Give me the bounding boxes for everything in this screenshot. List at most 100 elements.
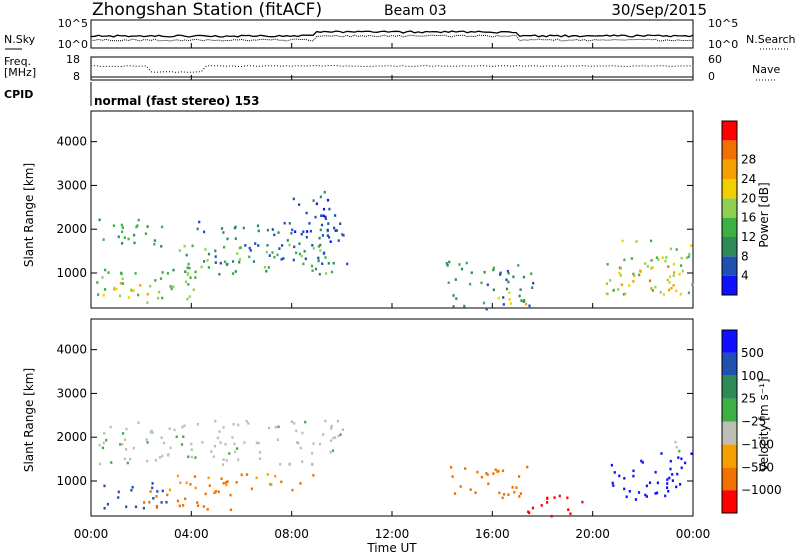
power-cell [104,288,107,291]
power-cell [302,230,305,233]
power-cell [189,276,192,279]
power-colorbar-tick-label: 4 [741,269,749,283]
velocity-cell [644,493,647,497]
power-cell [134,272,137,275]
velocity-cell [131,485,134,489]
power-cell [665,256,668,259]
power-cell [452,294,455,297]
velocity-cell [103,484,106,488]
power-cell [113,286,116,290]
velocity-cell [218,430,221,433]
power-cell [609,279,612,282]
velocity-cell [149,490,152,493]
velocity-cell [450,466,453,469]
power-cell [186,297,189,301]
power-cell [266,228,269,232]
power-cell [223,260,227,264]
velocity-colorbar-tick-label: 100 [741,369,764,383]
power-cell [646,265,649,268]
power-cell [517,264,520,267]
velocity-cell [618,474,621,478]
velocity-cell [233,442,236,446]
velocity-cell [117,490,120,494]
velocity-colorbar-label: Velocity [m s⁻¹] [757,378,771,471]
nsky-line [90,30,694,38]
power-cell [318,272,321,276]
velocity-cell [645,484,648,488]
power-ylabel: Slant Range [km] [22,163,36,267]
velocity-cell [613,471,616,474]
power-cell [244,244,247,247]
power-cell [146,292,149,296]
power-cell [667,265,670,268]
power-cell [332,261,335,265]
velocity-cell [137,421,140,424]
velocity-cell [176,474,180,478]
power-cell [675,289,678,293]
velocity-cell [193,475,196,478]
power-cell [239,246,242,249]
power-cell [133,233,136,237]
velocity-cell [623,477,626,480]
power-cell [523,299,526,302]
power-colorbar-swatch [722,275,737,295]
power-cell [485,307,488,311]
velocity-cell [148,500,151,504]
power-cell [280,258,283,261]
power-cell [314,215,317,219]
power-cell [322,252,325,255]
velocity-cell [204,492,207,496]
power-cell [320,214,323,217]
power-cell [687,291,690,295]
velocity-cell [540,504,543,507]
velocity-cell [341,428,344,431]
power-cell [346,262,349,266]
velocity-cell [276,438,279,441]
power-cell [218,272,221,276]
velocity-cell [119,443,122,446]
power-cell [234,237,237,240]
power-cell [184,270,187,273]
power-cell [325,272,328,275]
power-colorbar-label: Power [dB] [757,182,771,247]
y-tick-label: 1000 [56,266,87,280]
velocity-cell [194,486,197,490]
velocity-cell [102,441,105,445]
velocity-cell [494,468,497,471]
power-cell [283,221,286,225]
velocity-cell [179,481,182,485]
power-cell [238,258,241,261]
power-cell [306,230,309,233]
power-cell [622,293,626,296]
power-cell [234,225,237,229]
velocity-cell [581,500,584,504]
power-cell [161,296,164,300]
power-cell [308,222,311,225]
power-cell [502,296,505,299]
power-cell [465,261,468,265]
velocity-cell [151,431,154,434]
power-cell [531,286,534,289]
x-tick-label: 08:00 [274,527,309,541]
power-cell [186,273,189,276]
nave-line [90,64,694,73]
power-cell [454,278,457,281]
x-tick-label: 04:00 [174,527,209,541]
velocity-cell [569,512,572,515]
nave-top-tick: 60 [708,53,722,66]
power-cell [335,229,338,232]
velocity-cell [207,476,210,480]
velocity-panel: 1000 2000 3000 4000 Slant Range [km] [22,318,694,518]
power-cell [304,257,307,261]
power-cell [170,287,173,291]
power-cell [194,270,197,274]
nsky-left-label: N.Sky [4,33,36,46]
y-tick-label: 4000 [56,135,87,149]
power-cell [326,228,329,232]
velocity-cell [669,467,672,471]
power-cell [121,242,124,245]
velocity-cell [531,506,534,510]
power-cell [248,255,251,259]
power-cell [322,214,325,217]
